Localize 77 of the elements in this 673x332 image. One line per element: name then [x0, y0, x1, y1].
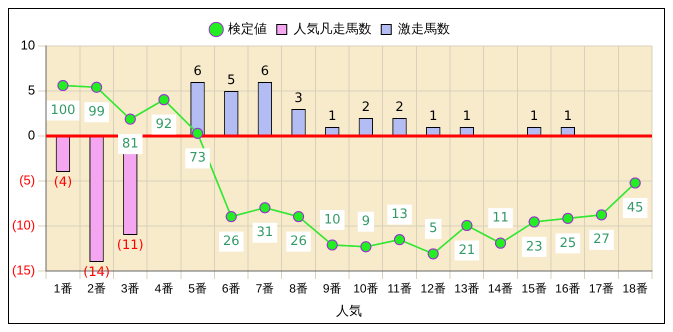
point: [528, 216, 540, 228]
data-label: 6: [260, 64, 270, 79]
x-tick-label: 9番: [322, 282, 342, 296]
legend-label: 検定値: [228, 22, 267, 37]
point: [630, 177, 641, 188]
x-tick-label: 12番: [420, 282, 446, 296]
x-tick-label: 2番: [87, 282, 106, 296]
data-label: 99: [88, 104, 105, 120]
data-label: 5: [429, 221, 438, 236]
x-tick-label: 5番: [188, 282, 207, 296]
data-label: 13: [391, 207, 408, 222]
point: [124, 114, 136, 125]
data-label: 26: [290, 234, 307, 249]
point: [562, 212, 574, 224]
x-tick-label: 3番: [120, 282, 140, 296]
point: [461, 220, 472, 231]
data-label: 27: [593, 232, 610, 248]
data-label: 1: [429, 108, 438, 124]
point: [192, 128, 204, 139]
data-label: 1: [462, 108, 472, 124]
data-label: 21: [458, 242, 476, 258]
data-label: 23: [526, 239, 542, 254]
legend-label: 人気凡走馬数: [293, 22, 372, 37]
x-tick-label: 15番: [522, 282, 547, 296]
data-label: (11): [116, 238, 144, 253]
point: [91, 82, 102, 93]
data-label: 11: [492, 210, 509, 226]
data-label: 1: [564, 108, 572, 124]
data-label: 1: [328, 108, 336, 124]
x-tick-label: 18番: [622, 282, 648, 296]
point: [596, 209, 608, 220]
data-label: 6: [193, 64, 202, 79]
y-tick-label: 10: [20, 38, 36, 53]
point: [428, 248, 439, 260]
data-label: 81: [122, 136, 139, 152]
data-label: 1: [530, 108, 538, 124]
point: [259, 202, 270, 214]
point: [158, 94, 170, 106]
point: [293, 211, 304, 222]
y-tick-label: (15): [12, 262, 36, 278]
y-tick-label: 5: [28, 82, 36, 98]
x-tick-label: 10番: [353, 282, 379, 296]
data-label: 100: [50, 102, 76, 118]
x-tick-label: 13番: [454, 282, 480, 296]
data-label: 2: [362, 100, 370, 115]
point: [57, 80, 68, 92]
data-label: 26: [222, 234, 240, 249]
x-tick-label: 16番: [555, 282, 581, 296]
x-tick-label: 4番: [154, 282, 174, 296]
x-tick-label: 1番: [54, 282, 72, 296]
data-label: 9: [362, 214, 370, 230]
data-label: 5: [227, 72, 236, 88]
point: [326, 239, 338, 250]
data-label: 31: [256, 225, 274, 240]
x-tick-label: 8番: [289, 282, 308, 296]
data-label: 45: [626, 200, 644, 216]
y-tick-label: 0: [28, 128, 36, 143]
data-label: 92: [156, 117, 172, 132]
x-tick-label: 17番: [588, 282, 614, 296]
x-tick-label: 11番: [387, 282, 412, 296]
data-label: 73: [189, 150, 206, 166]
point: [360, 241, 372, 252]
data-label: (4): [54, 174, 72, 190]
x-axis-title: 人気: [336, 302, 362, 318]
data-label: 25: [560, 236, 576, 251]
y-tick-label: (5): [19, 172, 36, 188]
point: [226, 211, 237, 222]
point: [394, 234, 406, 246]
data-label: 3: [294, 90, 303, 106]
x-tick-label: 6番: [222, 282, 241, 296]
point: [495, 238, 506, 249]
data-label: 2: [395, 100, 404, 115]
x-tick-label: 14番: [488, 282, 514, 296]
data-label: 10: [324, 212, 340, 228]
y-tick-label: (10): [12, 218, 36, 233]
x-tick-label: 7番: [256, 282, 274, 296]
legend-label: 激走馬数: [398, 22, 450, 37]
